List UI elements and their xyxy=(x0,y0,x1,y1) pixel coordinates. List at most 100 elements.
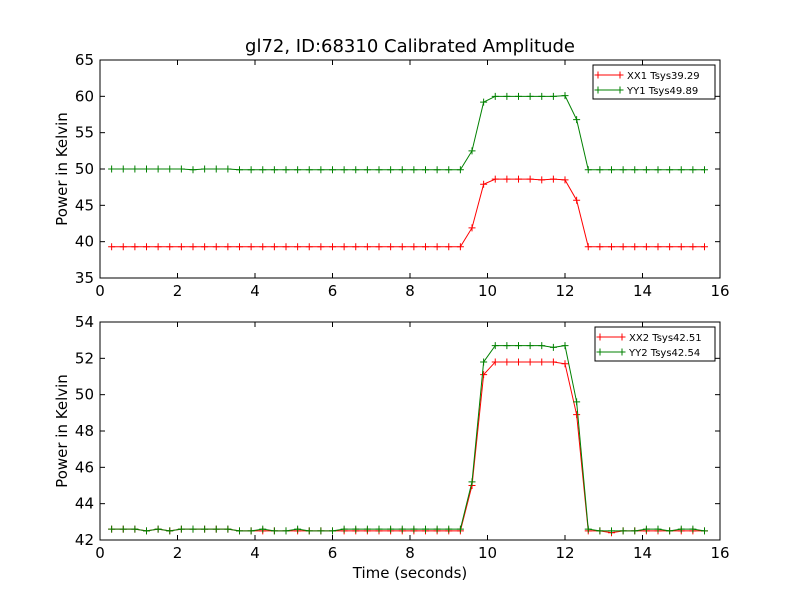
data-point-0-0-44 xyxy=(619,243,627,251)
x-tick-label-0-4: 8 xyxy=(405,282,415,300)
data-point-1-1-31 xyxy=(468,478,476,486)
data-point-1-1-17 xyxy=(305,527,313,535)
data-point-0-1-41 xyxy=(584,166,592,174)
data-point-0-0-40 xyxy=(573,196,581,204)
data-point-1-1-40 xyxy=(573,398,581,406)
data-point-1-0-33 xyxy=(491,358,499,366)
data-point-0-1-17 xyxy=(305,166,313,174)
x-tick-label-1-7: 14 xyxy=(633,544,652,562)
data-point-0-0-18 xyxy=(317,243,325,251)
legend-marker-start-0-0 xyxy=(594,71,602,79)
y-tick-label-1-6: 54 xyxy=(75,313,94,331)
data-point-0-1-24 xyxy=(387,166,395,174)
data-point-0-1-30 xyxy=(456,166,464,174)
y-tick-label-1-0: 42 xyxy=(75,531,94,549)
data-point-0-1-29 xyxy=(445,166,453,174)
data-point-0-1-9 xyxy=(212,165,220,173)
data-point-0-1-36 xyxy=(526,92,534,100)
chart-title: gl72, ID:68310 Calibrated Amplitude xyxy=(245,36,575,57)
data-point-0-0-25 xyxy=(398,243,406,251)
data-point-0-1-33 xyxy=(491,92,499,100)
data-point-1-1-46 xyxy=(642,525,650,533)
data-point-0-1-18 xyxy=(317,166,325,174)
data-point-1-1-2 xyxy=(131,525,139,533)
data-point-0-0-5 xyxy=(166,243,174,251)
data-point-0-1-49 xyxy=(677,166,685,174)
legend-1: XX2 Tsys42.51 YY2 Tsys42.54 xyxy=(594,326,716,362)
y-tick-label-0-0: 35 xyxy=(75,269,94,287)
data-point-1-1-27 xyxy=(422,525,429,533)
legend-label-1-0: XX2 Tsys42.51 xyxy=(629,333,702,344)
data-point-0-0-11 xyxy=(236,243,243,251)
data-point-1-1-44 xyxy=(619,527,627,535)
data-point-1-1-26 xyxy=(410,525,418,533)
legend-marker-start-1-1 xyxy=(596,348,604,356)
data-point-1-0-39 xyxy=(561,360,569,368)
legend-marker-start-0-1 xyxy=(594,86,602,94)
data-point-0-0-15 xyxy=(282,243,290,251)
data-point-0-1-43 xyxy=(608,166,615,174)
data-point-0-0-3 xyxy=(143,243,150,251)
data-point-1-1-34 xyxy=(503,342,511,350)
data-point-1-1-19 xyxy=(329,527,336,535)
data-point-1-1-20 xyxy=(340,525,348,533)
data-point-0-0-51 xyxy=(701,243,708,251)
legend-marker-end-0-0 xyxy=(616,71,624,79)
top-panel: 0 2 4 6 8 10 12 14 16 35 40 45 50 55 60 65 Power in Kelv… xyxy=(53,51,730,300)
data-point-1-1-48 xyxy=(666,527,674,535)
data-point-0-1-11 xyxy=(236,166,243,174)
x-tick-label-1-2: 4 xyxy=(250,544,260,562)
data-point-0-0-4 xyxy=(154,243,162,251)
data-point-0-1-28 xyxy=(433,166,441,174)
legend-marker-start-1-0 xyxy=(596,333,604,341)
legend-label-0-1: YY1 Tsys49.89 xyxy=(626,86,698,97)
x-tick-label-1-8: 16 xyxy=(710,544,729,562)
data-point-0-1-48 xyxy=(666,166,674,174)
data-point-1-1-23 xyxy=(375,525,383,533)
data-point-0-0-6 xyxy=(177,243,185,251)
data-point-1-1-50 xyxy=(689,525,697,533)
data-point-0-1-4 xyxy=(154,165,162,173)
data-point-0-0-24 xyxy=(387,243,395,251)
data-point-1-1-35 xyxy=(515,342,522,350)
data-point-0-1-3 xyxy=(143,165,150,173)
y-tick-label-0-5: 60 xyxy=(75,87,94,105)
data-point-1-1-15 xyxy=(282,527,290,535)
data-point-0-0-26 xyxy=(410,243,418,251)
data-point-0-0-32 xyxy=(480,180,488,188)
data-point-0-0-8 xyxy=(201,243,209,251)
data-point-1-1-9 xyxy=(212,525,220,533)
y-tick-label-0-4: 55 xyxy=(75,124,94,142)
legend-box-0 xyxy=(592,64,716,100)
data-point-0-0-2 xyxy=(131,243,139,251)
y-tick-label-1-2: 46 xyxy=(75,458,94,476)
data-point-1-1-29 xyxy=(445,525,453,533)
data-point-0-1-51 xyxy=(701,166,708,174)
data-point-0-1-34 xyxy=(503,92,511,100)
data-point-0-1-23 xyxy=(375,166,383,174)
legend-marker-end-1-0 xyxy=(618,333,626,341)
data-point-1-1-45 xyxy=(631,527,639,535)
data-point-1-0-38 xyxy=(549,358,557,366)
data-point-0-0-9 xyxy=(212,243,220,251)
data-point-1-1-51 xyxy=(701,527,708,535)
data-point-0-1-45 xyxy=(631,166,639,174)
y-axis-label-1: Power in Kelvin xyxy=(53,374,71,488)
data-point-1-1-4 xyxy=(154,525,162,533)
data-point-0-0-34 xyxy=(503,175,511,183)
y-tick-label-0-2: 45 xyxy=(75,196,94,214)
series-line-0-1 xyxy=(111,95,705,171)
y-tick-label-0-3: 50 xyxy=(75,160,94,178)
data-point-1-1-21 xyxy=(352,525,360,533)
data-point-1-1-0 xyxy=(108,525,116,533)
data-point-0-1-50 xyxy=(689,166,697,174)
data-point-0-0-16 xyxy=(294,243,302,251)
x-tick-label-0-8: 16 xyxy=(710,282,729,300)
data-point-0-0-48 xyxy=(666,243,674,251)
x-tick-label-0-2: 4 xyxy=(250,282,260,300)
data-point-0-0-21 xyxy=(352,243,360,251)
data-point-0-0-35 xyxy=(515,175,522,183)
data-point-0-0-14 xyxy=(270,243,278,251)
